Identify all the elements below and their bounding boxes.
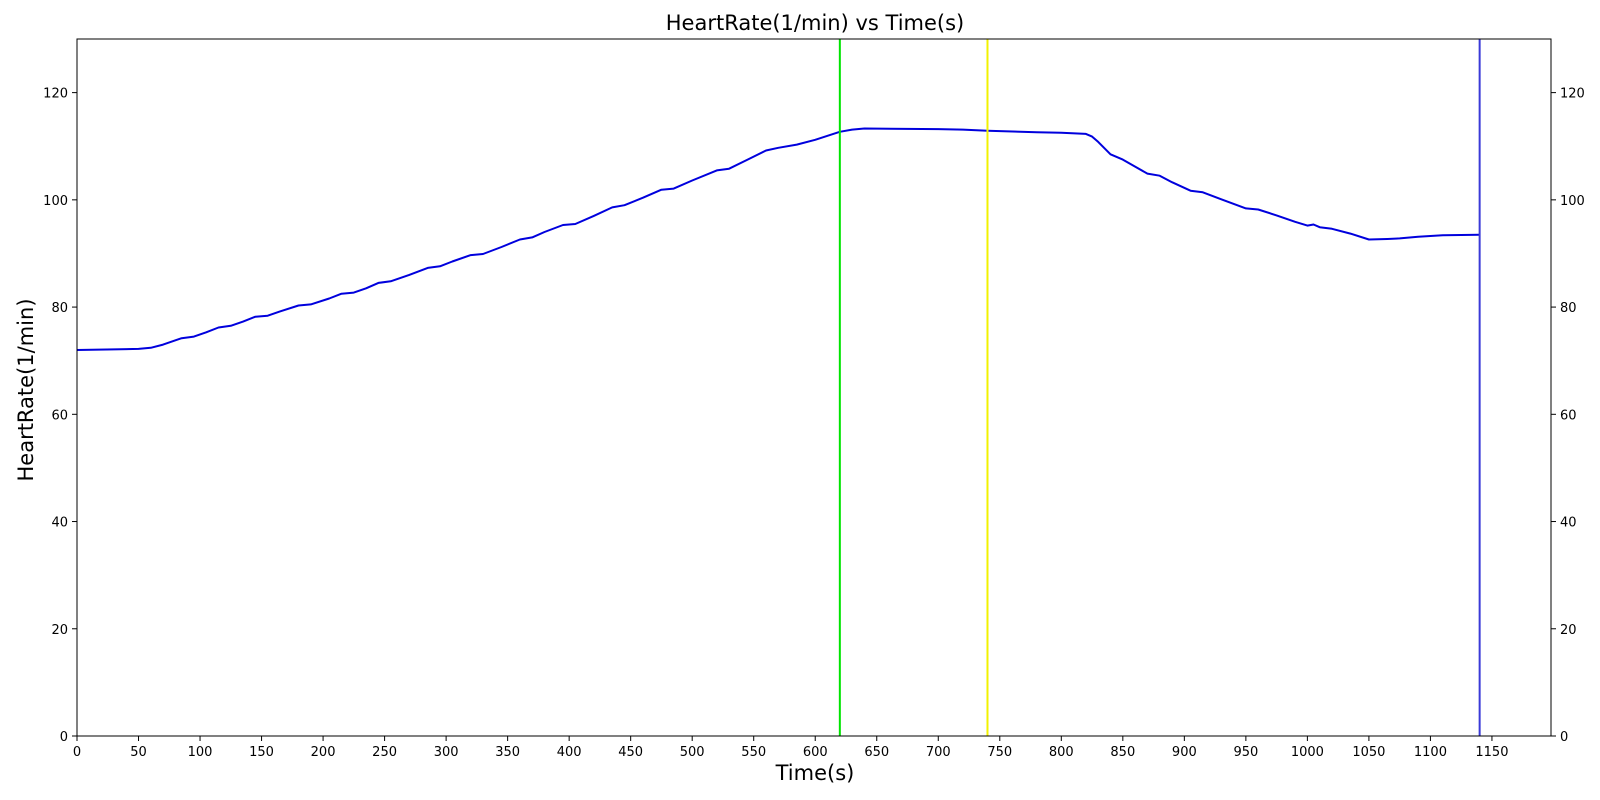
x-tick-label: 900 xyxy=(1172,745,1197,760)
x-tick-label: 0 xyxy=(73,745,81,760)
x-tick-label: 200 xyxy=(311,745,336,760)
y-tick-label-right: 80 xyxy=(1560,301,1577,316)
y-tick-label-left: 20 xyxy=(51,623,68,638)
y-tick-label-right: 0 xyxy=(1560,730,1568,745)
x-tick-label: 350 xyxy=(495,745,520,760)
y-tick-label-right: 20 xyxy=(1560,623,1577,638)
y-tick-label-left: 40 xyxy=(51,516,68,531)
chart-title: HeartRate(1/min) vs Time(s) xyxy=(666,11,964,35)
x-tick-label: 400 xyxy=(557,745,582,760)
x-tick-label: 150 xyxy=(249,745,274,760)
x-tick-label: 500 xyxy=(680,745,705,760)
x-tick-label: 450 xyxy=(618,745,643,760)
plot-frame xyxy=(76,38,1552,737)
x-tick-label: 950 xyxy=(1233,745,1258,760)
x-tick-label: 850 xyxy=(1110,745,1135,760)
x-tick-label: 550 xyxy=(741,745,766,760)
y-axis-right: 0 20 40 60 80 100 120 xyxy=(1551,87,1585,745)
y-tick-label-left: 60 xyxy=(51,408,68,423)
x-tick-label: 650 xyxy=(864,745,889,760)
x-tick-label: 750 xyxy=(987,745,1012,760)
x-tick-label: 1150 xyxy=(1475,745,1508,760)
x-tick-label: 1000 xyxy=(1291,745,1324,760)
plot-area xyxy=(76,39,1481,736)
series-line-0 xyxy=(76,127,1480,351)
x-axis-label: Time(s) xyxy=(775,761,855,785)
y-tick-label-right: 100 xyxy=(1560,194,1585,209)
x-tick-label: 600 xyxy=(803,745,828,760)
y-tick-label-right: 40 xyxy=(1560,516,1577,531)
x-axis: 0 50 100 150 200 250 300 350 400 450 500 550 600 650 7… xyxy=(73,736,1508,760)
x-tick-label: 100 xyxy=(188,745,213,760)
y-tick-label-left: 0 xyxy=(60,730,68,745)
y-tick-label-right: 60 xyxy=(1560,408,1577,423)
x-tick-label: 1050 xyxy=(1352,745,1385,760)
x-tick-label: 800 xyxy=(1049,745,1074,760)
y-tick-label-left: 100 xyxy=(43,194,68,209)
y-tick-label-left: 120 xyxy=(43,87,68,102)
x-tick-label: 700 xyxy=(926,745,951,760)
x-tick-label: 50 xyxy=(130,745,147,760)
x-tick-label: 300 xyxy=(434,745,459,760)
x-tick-label: 1100 xyxy=(1414,745,1447,760)
x-tick-label: 250 xyxy=(372,745,397,760)
y-axis-left: 0 20 40 60 80 100 120 xyxy=(43,87,77,745)
y-tick-label-left: 80 xyxy=(51,301,68,316)
y-tick-label-right: 120 xyxy=(1560,87,1585,102)
y-axis-label: HeartRate(1/min) xyxy=(14,298,38,481)
